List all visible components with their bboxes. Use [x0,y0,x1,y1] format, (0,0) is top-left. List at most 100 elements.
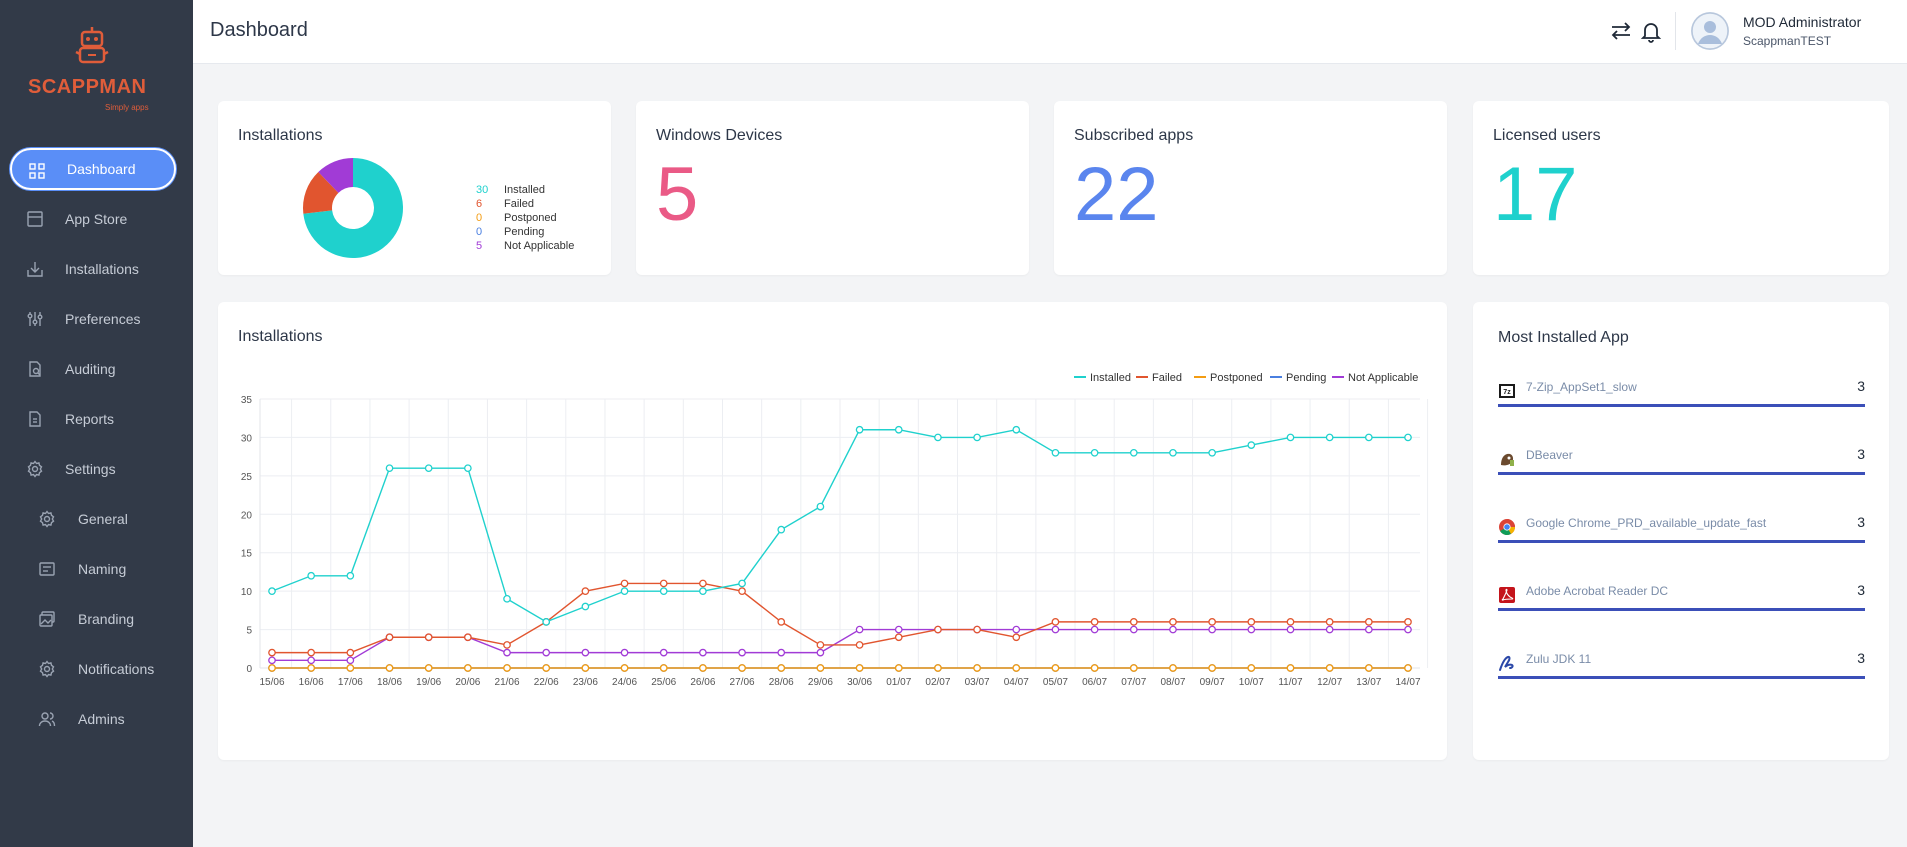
data-point [1169,618,1177,626]
installations-icon [26,260,44,278]
data-point [1404,433,1412,442]
data-point [1247,625,1256,634]
data-point [777,618,786,626]
app-name: DBeaver [1526,448,1573,462]
most-installed-row[interactable]: Google Chrome_PRD_available_update_fast … [1498,506,1865,554]
data-point [1404,618,1412,626]
chrome-icon [1499,519,1515,535]
installations-line-chart: 0 5 10 15 20 25 30 35 15/06 16/06 17/06 18/06 19/06 2… [241,372,1429,688]
x-tick-label: 04/07 [1004,677,1029,688]
sidebar-item-admins[interactable]: Admins [10,698,176,740]
app-name: Google Chrome_PRD_available_update_fast [1526,516,1767,530]
data-point [1129,625,1138,634]
data-point [1051,448,1060,457]
sidebar-item-settings[interactable]: Settings [10,448,176,490]
y-tick-label: 15 [241,549,253,560]
data-point [1404,625,1412,634]
data-point [1208,625,1216,634]
data-point [620,648,629,657]
notifications-bell-icon[interactable] [1639,19,1663,43]
x-tick-label: 01/07 [886,677,911,688]
sidebar-item-general[interactable]: General [10,498,176,540]
data-point [855,625,864,634]
data-point [738,587,746,595]
x-tick-label: 08/07 [1160,677,1185,688]
data-point [542,648,551,657]
data-point [1325,618,1334,626]
installations-trend-card: Installations 0 5 10 15 20 25 30 35 15/06 16/06 17… [218,302,1447,760]
svg-text:7z: 7z [1503,389,1511,396]
legend-label: Installed [504,184,545,196]
pie-slice-not-applicable [318,158,353,193]
data-point [1364,433,1373,442]
user-avatar[interactable] [1691,12,1729,50]
x-tick-label: 11/07 [1278,677,1303,688]
x-tick-label: 02/07 [925,677,950,688]
switch-tenant-icon[interactable] [1609,19,1633,43]
legend-label: Failed [1152,372,1182,384]
data-point [1247,618,1256,626]
data-point [659,664,668,672]
data-point [1090,448,1099,457]
x-tick-label: 22/06 [534,677,559,688]
sidebar-item-label: App Store [65,211,128,227]
user-name[interactable]: MOD Administrator [1743,14,1862,30]
sidebar-item-branding[interactable]: Branding [10,598,176,640]
sidebar-item-notifications[interactable]: Notifications [10,648,176,690]
data-point [659,579,668,588]
sidebar-item-label: Settings [65,461,116,477]
data-point [1169,625,1177,634]
legend-label: Not Applicable [1348,372,1418,384]
x-tick-label: 23/06 [573,677,598,688]
auditing-icon [26,360,44,378]
data-point [777,664,786,672]
legend-value: 0 [476,212,483,224]
subscribed-apps-count: 22 [1074,152,1159,237]
sidebar-item-installations[interactable]: Installations [10,248,176,290]
robot-logo-icon [75,27,109,64]
app-count: 3 [1857,650,1865,666]
x-tick-label: 30/06 [847,677,872,688]
user-org: ScappmanTEST [1743,34,1832,48]
data-point [816,648,825,657]
data-point [1129,618,1138,626]
x-tick-label: 25/06 [651,677,676,688]
sidebar-item-naming[interactable]: Naming [10,548,176,590]
most-installed-card: Most Installed App 7z 7-Zip_AppSet1_slow… [1473,302,1889,760]
sidebar: SCAPPMAN Simply apps Dashboard App Store… [0,0,193,847]
data-point [1286,433,1295,442]
most-installed-row[interactable]: 7z 7-Zip_AppSet1_slow 3 [1498,370,1865,418]
app-count: 3 [1857,378,1865,394]
x-tick-label: 07/07 [1121,677,1146,688]
data-point [973,625,981,634]
data-point [542,618,551,626]
x-tick-label: 28/06 [769,677,794,688]
most-installed-row[interactable]: DBeaver 3 [1498,438,1865,486]
sidebar-item-app-store[interactable]: App Store [10,198,176,240]
data-point [934,664,942,672]
series-line-failed [272,582,1408,654]
brand-logo[interactable]: SCAPPMAN Simply apps [0,26,193,116]
data-point [894,625,903,634]
sidebar-item-dashboard[interactable]: Dashboard [10,148,176,190]
legend-label: Installed [1090,372,1131,384]
most-installed-row[interactable]: Zulu JDK 11 3 [1498,642,1865,690]
data-point [816,664,825,672]
sidebar-item-auditing[interactable]: Auditing [10,348,176,390]
sidebar-item-label: Naming [78,561,127,577]
sidebar-item-preferences[interactable]: Preferences [10,298,176,340]
most-installed-row[interactable]: Adobe Acrobat Reader DC 3 [1498,574,1865,622]
data-point [1169,448,1177,457]
data-point [1208,618,1216,626]
x-tick-label: 18/06 [377,677,402,688]
data-point [385,633,394,642]
data-point [855,641,864,649]
settings-icon [26,460,44,478]
sidebar-item-label: Branding [78,611,135,627]
data-point [542,664,551,672]
card-title: Installations [238,127,323,144]
data-point [620,579,629,588]
sidebar-item-reports[interactable]: Reports [10,398,176,440]
data-point [1090,664,1099,672]
legend-label: Postponed [504,212,557,224]
